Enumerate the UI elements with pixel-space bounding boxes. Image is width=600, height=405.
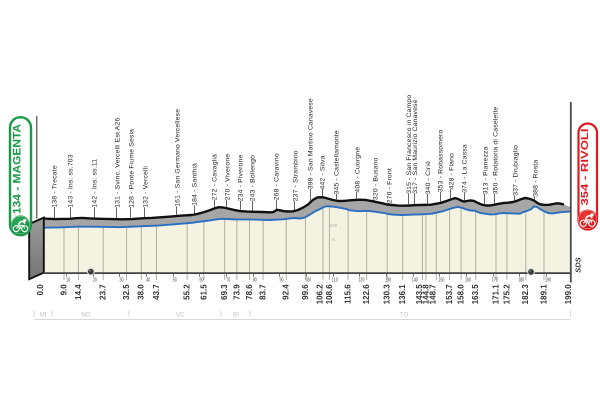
svg-text:138 - Trecate: 138 - Trecate: [51, 165, 58, 207]
svg-text:320 - Busano: 320 - Busano: [372, 157, 379, 200]
svg-text:80: 80: [253, 277, 257, 283]
svg-text:163.5: 163.5: [471, 284, 480, 305]
svg-text:130.3: 130.3: [383, 284, 392, 305]
svg-text:143.5: 143.5: [415, 284, 424, 305]
svg-text:148.7: 148.7: [429, 284, 438, 305]
svg-text:408 - Cuorgnè: 408 - Cuorgnè: [354, 147, 361, 193]
svg-text:20: 20: [93, 277, 97, 283]
svg-text:61.5: 61.5: [199, 284, 208, 300]
svg-text:73.9: 73.9: [232, 284, 241, 300]
svg-text:MI: MI: [40, 312, 47, 319]
svg-text:180: 180: [518, 277, 524, 283]
svg-text:32.5: 32.5: [122, 284, 131, 300]
svg-text:134 - MAGENTA: 134 - MAGENTA: [12, 124, 24, 214]
svg-text:189.1: 189.1: [539, 284, 548, 305]
svg-text:120: 120: [358, 277, 364, 283]
svg-text:30: 30: [120, 277, 124, 283]
svg-text:100: 100: [305, 277, 311, 283]
svg-text:9.0: 9.0: [59, 284, 68, 296]
svg-text:115.6: 115.6: [344, 284, 353, 304]
svg-text:50: 50: [173, 277, 177, 283]
svg-text:10: 10: [66, 277, 70, 283]
svg-text:143 - Ins. ss.703: 143 - Ins. ss.703: [67, 154, 74, 207]
svg-text:130: 130: [385, 277, 391, 283]
svg-text:106.2: 106.2: [315, 284, 324, 305]
svg-text:60: 60: [200, 277, 204, 283]
svg-text:TO: TO: [400, 312, 409, 319]
svg-text:99.6: 99.6: [301, 284, 310, 300]
svg-text:313 - Pianezza: 313 - Pianezza: [482, 146, 489, 194]
svg-text:SDS: SDS: [574, 257, 583, 272]
svg-text:170: 170: [492, 277, 498, 283]
svg-text:234 - Piverone: 234 - Piverone: [237, 155, 244, 202]
svg-text:340 - Cirié: 340 - Cirié: [425, 161, 432, 194]
svg-text:43.7: 43.7: [152, 284, 161, 300]
svg-text:69.3: 69.3: [220, 284, 229, 300]
svg-text:38.0: 38.0: [137, 284, 146, 300]
svg-text:161 - San Germano Vercellese: 161 - San Germano Vercellese: [174, 109, 181, 207]
svg-text:78.6: 78.6: [245, 284, 254, 300]
svg-text:350 - Rotatoria di Caselette: 350 - Rotatoria di Caselette: [492, 106, 499, 194]
svg-text:14.4: 14.4: [74, 284, 83, 300]
svg-text:270 - Viverone: 270 - Viverone: [224, 154, 231, 201]
svg-text:199.0: 199.0: [564, 284, 573, 305]
svg-text:398 - San Martino Canavese: 398 - San Martino Canavese: [307, 98, 314, 189]
svg-text:345 - Castellamonte: 345 - Castellamonte: [333, 130, 340, 194]
svg-text:90: 90: [280, 277, 284, 283]
svg-text:182.3: 182.3: [521, 284, 530, 305]
svg-text:122.6: 122.6: [362, 284, 371, 305]
svg-text:108.6: 108.6: [325, 284, 334, 305]
svg-text:317 - San Maurizio Canavese: 317 - San Maurizio Canavese: [412, 99, 419, 193]
svg-text:142 - Ins. ss.11: 142 - Ins. ss.11: [91, 159, 98, 208]
svg-text:VC: VC: [176, 312, 185, 319]
svg-text:92.4: 92.4: [282, 284, 291, 300]
svg-text:243 - Bollengo: 243 - Bollengo: [249, 155, 256, 201]
svg-text:70: 70: [226, 277, 230, 283]
svg-text:354 - RIVOLI: 354 - RIVOLI: [580, 128, 591, 205]
svg-text:268 - Caravino: 268 - Caravino: [273, 153, 280, 200]
svg-text:237 - Strambino: 237 - Strambino: [292, 150, 299, 201]
svg-text:153.7: 153.7: [445, 284, 454, 305]
svg-text:110: 110: [332, 277, 338, 283]
svg-text:NO: NO: [81, 312, 90, 319]
svg-text:160: 160: [465, 277, 471, 283]
svg-text:315 - San Francesco in Campo: 315 - San Francesco in Campo: [406, 95, 413, 194]
svg-text:184 - Santhià: 184 - Santhià: [191, 163, 198, 206]
svg-text:150: 150: [438, 277, 444, 283]
svg-text:388 - Rosta: 388 - Rosta: [532, 160, 539, 197]
svg-text:131 - Svinc. Vercelli Est A26: 131 - Svinc. Vercelli Est A26: [114, 118, 121, 208]
svg-text:144.8: 144.8: [421, 284, 430, 305]
svg-text:353 - Robassomero: 353 - Robassomero: [437, 130, 444, 193]
svg-text:175.2: 175.2: [502, 284, 511, 305]
svg-text:140: 140: [412, 277, 418, 283]
svg-text:128 - Ponte Fiume Sesia: 128 - Ponte Fiume Sesia: [128, 129, 135, 208]
svg-text:171.1: 171.1: [491, 284, 500, 305]
svg-text:337 - Drubiaglio: 337 - Drubiaglio: [512, 145, 519, 196]
svg-text:132 - Vercelli: 132 - Vercelli: [142, 166, 149, 208]
svg-text:83.7: 83.7: [259, 284, 268, 300]
svg-text:136.1: 136.1: [398, 284, 407, 305]
svg-text:55.2: 55.2: [183, 284, 192, 300]
svg-text:270 - Front: 270 - Front: [386, 168, 393, 203]
svg-text:m: m: [332, 237, 336, 242]
svg-text:190: 190: [545, 277, 551, 283]
svg-text:23.7: 23.7: [99, 284, 108, 300]
svg-text:272 - Cavaglià: 272 - Cavaglià: [211, 154, 218, 200]
svg-text:200: 200: [330, 223, 338, 228]
svg-text:BI: BI: [233, 312, 239, 319]
svg-text:374 - La Cassa: 374 - La Cassa: [461, 144, 468, 193]
svg-text:40: 40: [146, 277, 150, 283]
svg-text:158.0: 158.0: [457, 284, 466, 305]
svg-text:0.0: 0.0: [36, 284, 45, 296]
svg-text:442 - Silva: 442 - Silva: [319, 155, 326, 189]
svg-text:428 - Fiano: 428 - Fiano: [448, 153, 455, 189]
